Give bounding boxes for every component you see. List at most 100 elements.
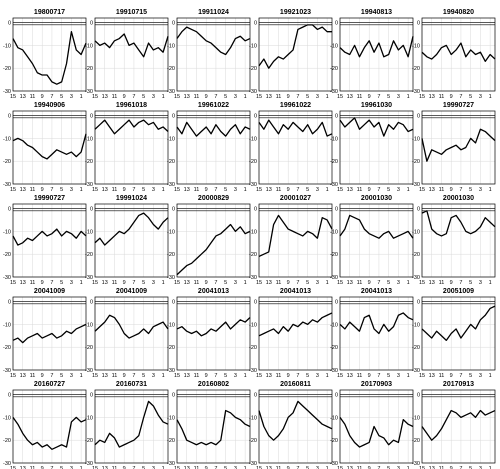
series-line — [12, 323, 87, 344]
panel-title: 20160802 — [198, 381, 229, 388]
y-tick-label: -30 — [85, 89, 93, 95]
y-tick-label: -30 — [3, 89, 11, 95]
panel-frame — [176, 203, 251, 278]
x-tick-label: 11 — [194, 94, 200, 100]
x-tick-label: 11 — [276, 373, 282, 379]
x-tick-label: 7 — [377, 187, 380, 193]
x-tick-label: 11 — [30, 373, 36, 379]
y-tick-label: -10 — [330, 322, 338, 328]
y-tick-label: -10 — [85, 43, 93, 49]
y-tick-label: -10 — [167, 322, 175, 328]
series-line — [421, 305, 496, 341]
panel-title: 20041009 — [116, 288, 147, 295]
series-line — [258, 400, 333, 441]
panel-frame — [176, 296, 251, 371]
series-line — [421, 42, 496, 62]
x-tick-label: 11 — [30, 466, 36, 469]
y-tick-label: -20 — [412, 438, 420, 444]
x-tick-label: 3 — [397, 280, 400, 286]
x-tick-label: 11 — [30, 94, 36, 100]
x-tick-label: 9 — [123, 466, 126, 469]
x-tick-label: 15 — [256, 373, 262, 379]
x-tick-label: 7 — [214, 280, 217, 286]
y-tick-label: -30 — [249, 182, 257, 188]
series-line — [94, 314, 169, 339]
x-tick-label: 9 — [368, 373, 371, 379]
y-tick-label: 0 — [90, 300, 93, 306]
panel-title: 20001027 — [280, 195, 311, 202]
y-tick-label: -30 — [167, 182, 175, 188]
x-tick-label: 13 — [266, 280, 272, 286]
series-line — [176, 223, 251, 276]
y-tick-label: -30 — [3, 275, 11, 281]
x-tick-label: 7 — [132, 373, 135, 379]
y-tick-label: -20 — [412, 159, 420, 165]
x-tick-label: 11 — [112, 280, 118, 286]
x-tick-label: 5 — [306, 187, 309, 193]
x-tick-label: 5 — [387, 187, 390, 193]
panel-frame — [12, 17, 87, 92]
panel-title: 20041013 — [361, 288, 392, 295]
panel-title: 20041013 — [198, 288, 229, 295]
panel-title: 20170903 — [361, 381, 392, 388]
x-tick-label: 3 — [70, 373, 73, 379]
x-tick-label: 5 — [306, 94, 309, 100]
panel-title: 19940906 — [34, 102, 65, 109]
x-tick-label: 13 — [266, 187, 272, 193]
y-tick-label: -30 — [85, 368, 93, 374]
y-tick-label: -30 — [167, 461, 175, 467]
y-tick-label: -20 — [412, 345, 420, 351]
x-tick-label: 5 — [469, 466, 472, 469]
x-tick-label: 7 — [214, 373, 217, 379]
x-tick-label: 11 — [357, 373, 363, 379]
x-tick-label: 1 — [162, 187, 165, 193]
panel-title: 20051009 — [443, 288, 474, 295]
x-tick-label: 3 — [397, 94, 400, 100]
x-tick-label: 15 — [174, 280, 180, 286]
x-tick-label: 13 — [347, 187, 353, 193]
panel-title: 20000829 — [198, 195, 229, 202]
x-tick-label: 9 — [123, 373, 126, 379]
y-tick-label: -10 — [167, 136, 175, 142]
x-tick-label: 7 — [132, 187, 135, 193]
x-tick-label: 7 — [459, 466, 462, 469]
x-tick-label: 15 — [10, 187, 16, 193]
x-tick-label: 9 — [123, 187, 126, 193]
series-line — [339, 36, 414, 58]
x-tick-label: 9 — [123, 94, 126, 100]
y-tick-label: -10 — [3, 322, 11, 328]
panel-title: 20001030 — [443, 195, 474, 202]
x-tick-label: 7 — [459, 187, 462, 193]
x-tick-label: 1 — [244, 373, 247, 379]
x-tick-label: 5 — [224, 373, 227, 379]
y-tick-label: -30 — [167, 89, 175, 95]
x-tick-label: 1 — [489, 280, 492, 286]
y-tick-label: -10 — [3, 136, 11, 142]
x-tick-label: 3 — [234, 94, 237, 100]
x-tick-label: 1 — [407, 94, 410, 100]
x-tick-label: 13 — [102, 94, 108, 100]
y-tick-label: -20 — [330, 438, 338, 444]
x-tick-label: 3 — [397, 373, 400, 379]
x-tick-label: 3 — [152, 94, 155, 100]
x-tick-label: 13 — [429, 466, 435, 469]
x-tick-label: 3 — [316, 466, 319, 469]
y-tick-label: -20 — [249, 252, 257, 258]
panel-title: 19800717 — [34, 9, 65, 16]
panel-frame — [12, 389, 87, 464]
x-tick-label: 1 — [407, 466, 410, 469]
x-tick-label: 9 — [450, 94, 453, 100]
x-tick-label: 9 — [287, 466, 290, 469]
x-tick-label: 11 — [357, 280, 363, 286]
y-tick-label: 0 — [254, 207, 257, 213]
